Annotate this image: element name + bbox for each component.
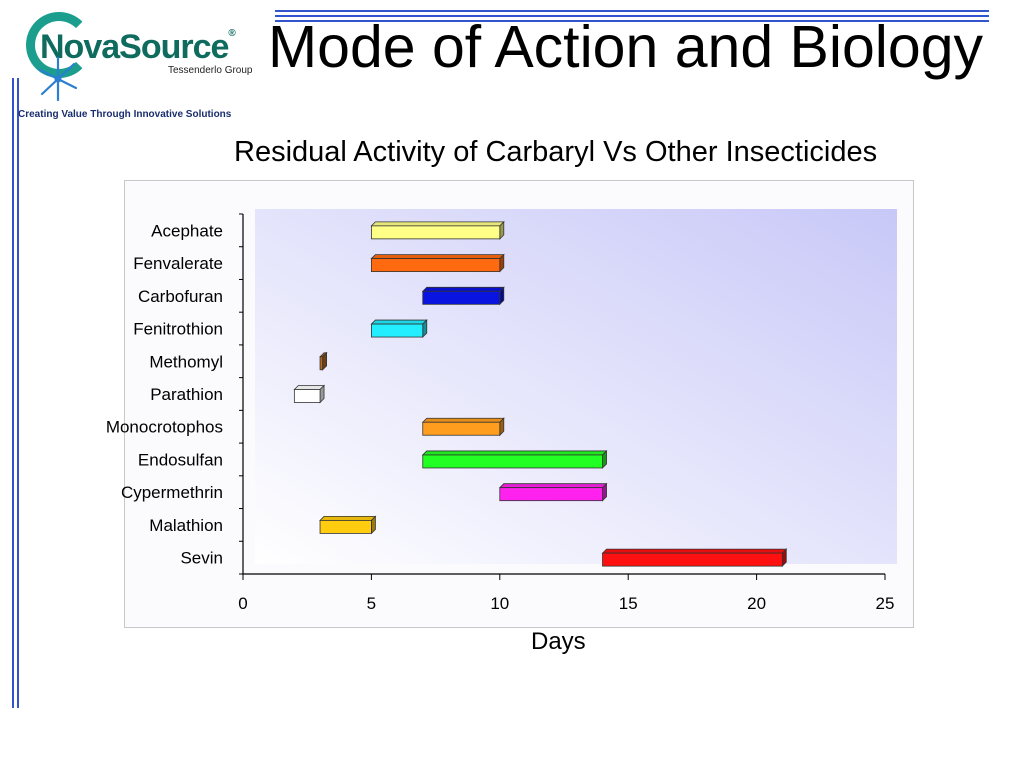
slide-title: Mode of Action and Biology: [268, 14, 984, 80]
bar-parathion-top: [293, 385, 326, 390]
bar-malathion-top: [319, 516, 377, 521]
y-category-label: Acephate: [151, 221, 223, 240]
y-category-label: Monocrotophos: [106, 418, 223, 437]
bar-sevin: [602, 552, 783, 567]
top-rule-3: [275, 20, 989, 22]
x-tick-label: 25: [876, 594, 895, 613]
y-category-label: Endosulfan: [138, 450, 223, 469]
bar-sevin-top: [601, 548, 788, 554]
y-category-label: Parathion: [150, 385, 223, 404]
top-rule-1: [275, 10, 989, 12]
bar-carbofuran-top: [421, 286, 505, 292]
bar-methomyl: [319, 356, 324, 371]
logo-wordmark: NovaSource®: [40, 28, 236, 66]
bar-parathion: [293, 389, 321, 403]
x-tick-label: 20: [747, 594, 766, 613]
star-icon: [38, 56, 78, 102]
y-category-label: Carbofuran: [138, 287, 223, 306]
x-tick-label: 10: [490, 594, 509, 613]
x-tick-label: 5: [367, 594, 376, 613]
y-category-label: Methomyl: [149, 352, 223, 371]
bar-fenvalerate: [370, 258, 501, 272]
bar-cypermethrin: [499, 487, 603, 502]
company-logo: NovaSource® Tessenderlo Group: [20, 8, 270, 126]
y-category-label: Fenvalerate: [133, 254, 223, 273]
tagline: Creating Value Through Innovative Soluti…: [18, 109, 232, 120]
left-rule-1: [12, 78, 14, 708]
chart-title: Residual Activity of Carbaryl Vs Other I…: [234, 136, 878, 168]
logo-subline: Tessenderlo Group: [168, 65, 253, 76]
bar-acephate: [370, 225, 501, 240]
bar-fenvalerate-top: [370, 254, 505, 259]
bar-malathion: [319, 520, 372, 534]
plot-background: [255, 209, 897, 564]
y-category-label: Sevin: [180, 549, 223, 568]
left-rule-2: [17, 78, 19, 708]
bar-acephate-top: [370, 221, 505, 227]
bar-fenitrothion: [370, 323, 424, 338]
bar-carbofuran: [422, 290, 501, 305]
top-rule-2: [275, 15, 989, 17]
x-axis-label: Days: [531, 628, 586, 655]
bar-endosulfan-top: [421, 450, 608, 456]
y-category-label: Malathion: [149, 516, 223, 535]
bar-fenitrothion-top: [370, 319, 428, 325]
x-tick-label: 15: [619, 594, 638, 613]
bar-endosulfan: [422, 454, 603, 469]
y-category-label: Cypermethrin: [121, 483, 223, 502]
bar-cypermethrin-top: [498, 483, 608, 489]
bar-monocrotophos: [422, 421, 501, 436]
x-tick-label: 0: [238, 594, 247, 613]
y-category-label: Fenitrothion: [133, 320, 223, 339]
bar-monocrotophos-top: [421, 417, 505, 423]
